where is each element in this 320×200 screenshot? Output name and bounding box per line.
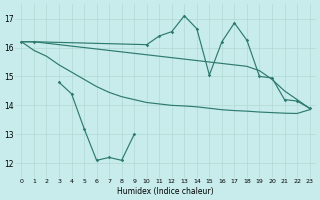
X-axis label: Humidex (Indice chaleur): Humidex (Indice chaleur) [117,187,214,196]
